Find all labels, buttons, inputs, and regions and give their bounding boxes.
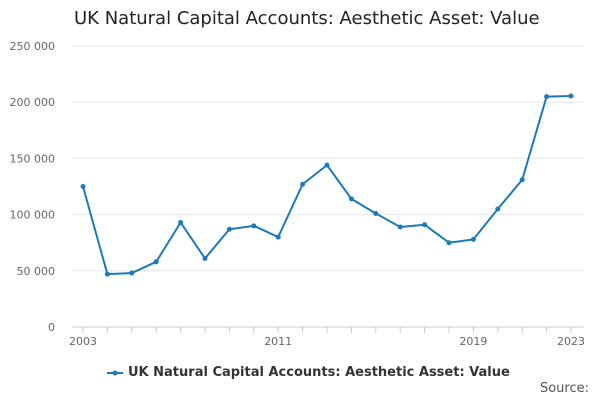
- y-tick-label: 100 000: [10, 209, 56, 222]
- data-point: [104, 271, 110, 277]
- y-tick-label: 150 000: [10, 152, 56, 165]
- series-group: [80, 93, 574, 277]
- data-point: [324, 162, 330, 168]
- data-point: [422, 222, 428, 228]
- data-point: [251, 223, 257, 229]
- data-point: [153, 259, 159, 265]
- data-point: [300, 181, 306, 187]
- grid-lines: [72, 45, 584, 272]
- data-point: [348, 196, 354, 202]
- y-tick-label: 0: [48, 321, 55, 334]
- data-point: [519, 177, 525, 183]
- y-tick-label: 50 000: [17, 265, 56, 278]
- x-tick-label: 2023: [557, 335, 585, 348]
- data-point: [568, 93, 574, 99]
- y-tick-label: 200 000: [10, 96, 56, 109]
- data-point: [495, 206, 501, 212]
- data-point: [470, 236, 476, 242]
- chart-title: UK Natural Capital Accounts: Aesthetic A…: [74, 8, 540, 29]
- x-tick-label: 2011: [264, 335, 292, 348]
- data-point: [202, 255, 208, 261]
- x-tick-label: 2003: [69, 335, 97, 348]
- data-point: [446, 240, 452, 246]
- source-label: Source:: [539, 381, 589, 396]
- legend[interactable]: UK Natural Capital Accounts: Aesthetic A…: [107, 365, 510, 380]
- data-point: [373, 210, 379, 216]
- data-point: [129, 270, 135, 276]
- series-line: [82, 95, 572, 276]
- legend-series-marker: [107, 370, 123, 375]
- y-axis: 0 50 000 100 000 150 000 200 000 250 000: [10, 40, 56, 334]
- data-point: [226, 226, 232, 232]
- x-tick-label: 2019: [459, 335, 487, 348]
- data-point: [544, 94, 550, 100]
- y-tick-label: 250 000: [10, 40, 56, 53]
- data-point: [80, 184, 86, 189]
- data-point: [397, 224, 403, 230]
- data-point: [275, 234, 281, 240]
- x-axis: 2003 2011 2019 2023: [69, 326, 585, 348]
- data-point: [178, 219, 184, 225]
- legend-series-label: UK Natural Capital Accounts: Aesthetic A…: [128, 365, 510, 380]
